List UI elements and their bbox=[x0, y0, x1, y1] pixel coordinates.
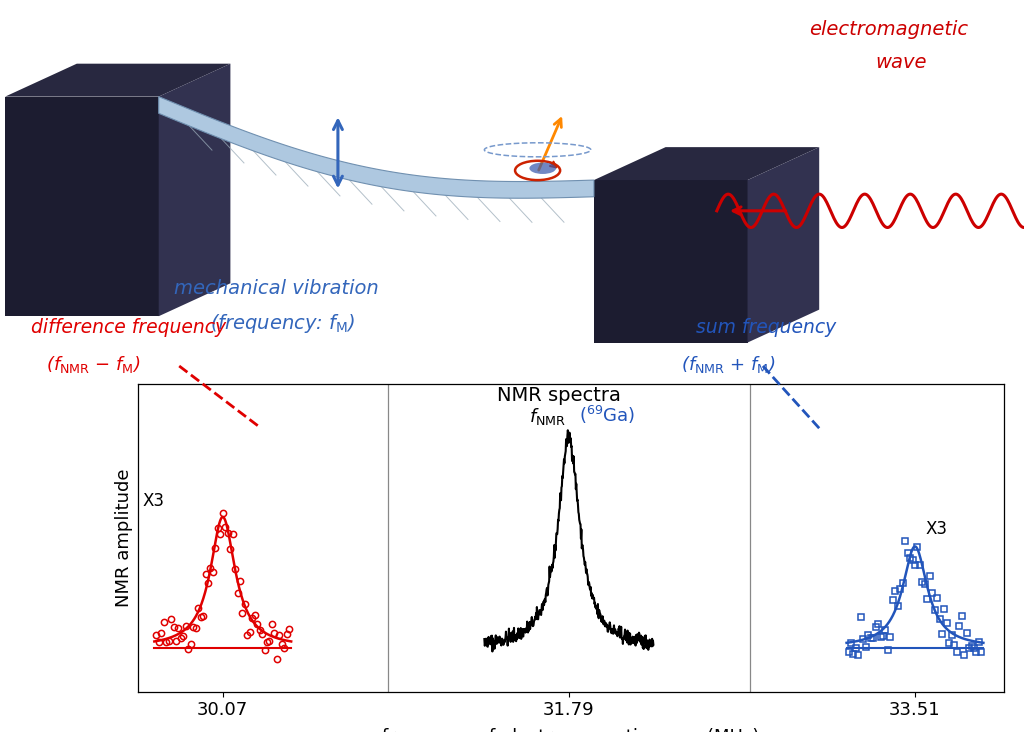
Text: ($^{69}$Ga): ($^{69}$Ga) bbox=[579, 404, 635, 426]
Text: X3: X3 bbox=[142, 493, 164, 510]
Text: sum frequency: sum frequency bbox=[696, 318, 837, 337]
Text: X3: X3 bbox=[925, 520, 947, 538]
Text: ($f_\mathsf{NMR}$ $+$ $f_\mathsf{M}$): ($f_\mathsf{NMR}$ $+$ $f_\mathsf{M}$) bbox=[681, 354, 775, 375]
Polygon shape bbox=[594, 180, 748, 343]
Text: NMR spectra: NMR spectra bbox=[497, 386, 621, 405]
Circle shape bbox=[529, 163, 556, 174]
Text: (frequency: $f_\mathsf{M}$): (frequency: $f_\mathsf{M}$) bbox=[210, 313, 355, 335]
X-axis label: frequency of electromagnetic wave (MHz): frequency of electromagnetic wave (MHz) bbox=[382, 728, 760, 732]
Polygon shape bbox=[5, 64, 230, 97]
Y-axis label: NMR amplitude: NMR amplitude bbox=[115, 468, 133, 608]
Text: ($f_\mathsf{NMR}$ $-$ $f_\mathsf{M}$): ($f_\mathsf{NMR}$ $-$ $f_\mathsf{M}$) bbox=[46, 354, 140, 375]
Polygon shape bbox=[159, 64, 230, 316]
Text: mechanical vibration: mechanical vibration bbox=[174, 280, 379, 298]
Text: difference frequency: difference frequency bbox=[31, 318, 226, 337]
Text: electromagnetic: electromagnetic bbox=[809, 20, 968, 39]
Polygon shape bbox=[748, 147, 819, 343]
Text: $f_\mathsf{NMR}$: $f_\mathsf{NMR}$ bbox=[528, 406, 565, 427]
Polygon shape bbox=[594, 147, 819, 180]
Text: wave: wave bbox=[876, 53, 927, 72]
Polygon shape bbox=[5, 97, 159, 316]
Polygon shape bbox=[159, 97, 594, 198]
